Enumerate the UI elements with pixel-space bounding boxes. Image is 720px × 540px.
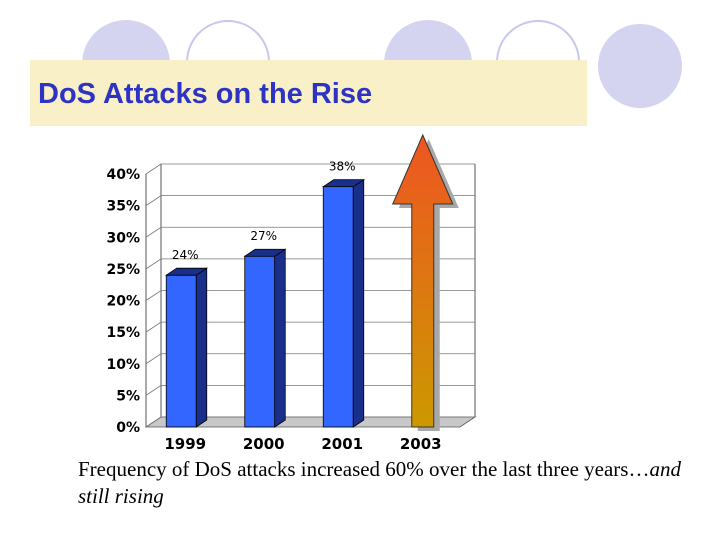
x-tick-label: 1999	[164, 435, 206, 453]
y-tick-label: 25%	[106, 262, 140, 278]
caption-italic: and still rising	[78, 457, 681, 508]
gridline	[145, 353, 475, 365]
title-bar: DoS Attacks on the Rise	[30, 60, 587, 126]
rising-arrow	[391, 133, 454, 428]
y-tick-label: 30%	[106, 230, 140, 246]
gridline	[145, 163, 475, 175]
bar-side-1999	[195, 267, 208, 428]
decorative-circle	[598, 24, 682, 108]
y-tick-label: 10%	[106, 357, 140, 373]
caption-main: Frequency of DoS attacks increased 60% o…	[78, 457, 650, 481]
data-label-2001: 38%	[329, 160, 356, 174]
data-label-1999: 24%	[172, 248, 199, 262]
gridline	[145, 416, 475, 428]
data-label-2000: 27%	[250, 229, 277, 243]
gridline	[145, 290, 475, 301]
bar-top-2000	[243, 248, 287, 257]
slide-title: DoS Attacks on the Rise	[38, 78, 373, 110]
gridline	[145, 384, 475, 396]
bar-2000	[244, 255, 276, 428]
bar-2001	[322, 186, 354, 428]
gridline	[145, 321, 475, 333]
y-tick-label: 15%	[106, 325, 140, 341]
y-tick-label: 20%	[106, 294, 140, 310]
gridline	[145, 258, 475, 270]
gridline	[145, 226, 475, 238]
y-tick-label: 40%	[106, 167, 140, 183]
bar-top-2001	[321, 179, 366, 188]
bar-side-2000	[274, 248, 286, 428]
y-tick-label: 35%	[106, 199, 140, 215]
x-tick-label: 2003	[400, 435, 442, 453]
x-tick-label: 2001	[321, 435, 363, 453]
bar-chart: 0% 5% 10% 15% 20% 25% 30% 35% 40% 24% 1999 27% 2000 3…	[106, 133, 477, 453]
y-tick-label: 0%	[116, 420, 140, 436]
bar-side-2001	[352, 178, 365, 428]
y-tick-label: 5%	[116, 388, 140, 404]
bar-top-1999	[164, 267, 209, 276]
slide-caption: Frequency of DoS attacks increased 60% o…	[78, 456, 698, 510]
x-tick-label: 2000	[243, 435, 285, 453]
gridline	[145, 195, 475, 206]
bar-1999	[165, 274, 197, 428]
